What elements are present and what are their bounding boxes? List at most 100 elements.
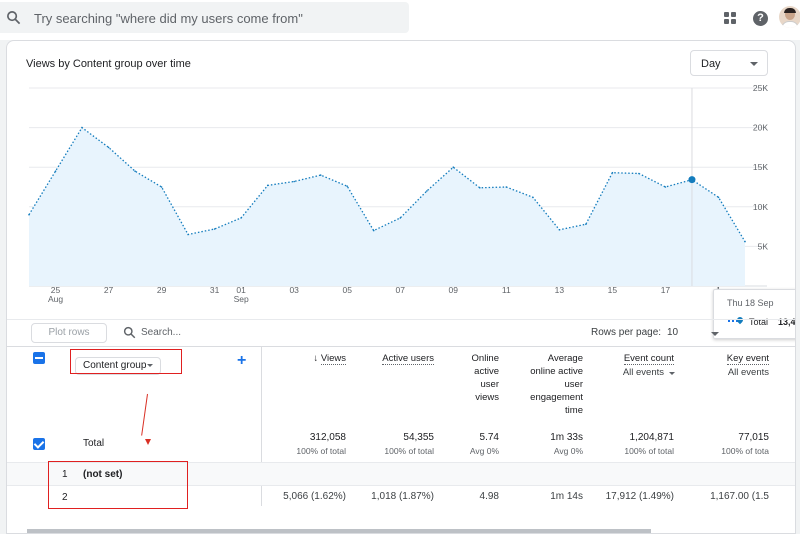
total-row-checkbox[interactable] <box>33 438 45 450</box>
time-granularity-select[interactable]: Day <box>690 50 768 76</box>
apps-grid-icon[interactable] <box>724 12 736 24</box>
column-header-text: time <box>565 405 583 416</box>
rows-per-page-select[interactable]: 10 <box>667 327 679 338</box>
dimension-label: Content group <box>83 360 147 371</box>
y-tick-label: 10K <box>753 202 768 212</box>
y-tick-label: 15K <box>753 162 768 172</box>
data-point <box>426 190 428 192</box>
data-point <box>372 229 375 232</box>
total-percent: Avg 0% <box>469 446 499 456</box>
x-tick-label: 09 <box>449 285 459 295</box>
x-tick-label: 07 <box>396 285 406 295</box>
chevron-down-icon <box>669 372 675 375</box>
highlight-box <box>48 461 188 509</box>
data-point <box>240 217 242 219</box>
tooltip-series: Total <box>749 317 769 327</box>
sort-down-icon: ↓ <box>313 353 321 364</box>
data-point <box>266 184 269 187</box>
column-header-text: Key event <box>726 353 769 365</box>
search-bar[interactable]: Try searching "where did my users come f… <box>0 2 409 33</box>
highlight-box <box>70 349 182 374</box>
horizontal-scrollbar[interactable] <box>27 529 651 533</box>
help-icon[interactable]: ? <box>753 11 768 26</box>
x-tick-label: 11 <box>502 285 511 295</box>
report-card: 25K 20K 15K 10K 5K 25 Aug 27 29 31 01 Sep 03 05 07 09 11… <box>6 40 796 534</box>
row-number: 2 <box>62 492 68 503</box>
y-tick-label: 20K <box>753 123 768 133</box>
row-number: 1 <box>62 469 68 480</box>
column-header-text: views <box>475 392 499 403</box>
data-point <box>399 217 402 219</box>
search-icon <box>7 11 21 25</box>
total-value: 312,058 <box>309 432 346 443</box>
annotation-arrowhead <box>145 439 151 445</box>
x-tick-label: 01 <box>236 285 246 295</box>
add-dimension-button[interactable]: + <box>237 352 247 369</box>
x-tick-label: 17 <box>661 285 671 295</box>
x-tick-label: 29 <box>157 285 167 295</box>
column-header-text: user <box>480 379 499 390</box>
top-bar: Try searching "where did my users come f… <box>0 0 800 40</box>
event-filter-select[interactable]: All events <box>727 367 769 378</box>
data-point <box>717 196 720 199</box>
data-point <box>664 186 667 188</box>
column-header-text: Active users <box>382 353 434 365</box>
data-point <box>611 171 614 174</box>
y-tick-label: 5K <box>758 241 769 251</box>
column-header[interactable]: Active users <box>354 352 434 365</box>
time-granularity-value: Day <box>701 58 721 70</box>
series-area <box>29 127 745 286</box>
x-tick-label: 15 <box>608 285 618 295</box>
data-point <box>558 229 561 231</box>
column-header-text: active <box>474 366 499 377</box>
total-value: 1,204,871 <box>629 432 675 443</box>
column-header-text: Views <box>320 353 346 365</box>
column-header[interactable]: Event count <box>594 352 674 365</box>
total-value: 54,355 <box>403 432 434 443</box>
tooltip-value: 13,427 <box>778 317 796 327</box>
data-point <box>81 126 83 129</box>
chevron-down-icon <box>750 62 758 66</box>
avatar[interactable] <box>779 6 800 28</box>
column-header[interactable]: Key event <box>689 352 769 365</box>
chevron-down-icon <box>711 332 719 336</box>
chart-tooltip: Thu 18 Sep Total 13,427 <box>713 289 796 339</box>
plot-rows-button[interactable]: Plot rows <box>31 323 107 343</box>
search-placeholder: Try searching "where did my users come f… <box>34 11 303 26</box>
data-point <box>293 180 296 183</box>
series-swatch-icon <box>728 320 742 324</box>
data-point <box>319 174 322 176</box>
total-label: Total <box>83 438 105 449</box>
table-cell: 1,018 (1.87%) <box>371 491 434 502</box>
x-tick-sublabel: Sep <box>234 294 249 304</box>
total-percent: 100% of total <box>296 446 346 456</box>
data-point <box>54 170 57 172</box>
total-percent: 100% of total <box>384 446 434 456</box>
data-point <box>107 146 110 149</box>
x-tick-label: 05 <box>342 285 352 295</box>
data-point <box>505 186 508 188</box>
dimension-select[interactable]: Content group <box>75 357 161 375</box>
table-cell: 1m 14s <box>550 491 583 502</box>
table-cell: 4.98 <box>479 491 499 502</box>
data-point <box>532 196 534 199</box>
total-percent: 100% of tota <box>721 446 769 456</box>
data-point <box>160 186 163 188</box>
total-percent: Avg 0% <box>553 446 583 456</box>
column-header[interactable]: Online active user views <box>439 352 499 404</box>
column-header[interactable]: ↓ Views <box>266 352 346 365</box>
select-all-checkbox[interactable] <box>33 352 45 364</box>
table-cell: 1,167.00 (1.5 <box>710 491 769 502</box>
x-tick-label: 03 <box>289 285 299 295</box>
chart-title: Views by Content group over time <box>26 58 191 70</box>
y-tick-label: 25K <box>753 83 768 93</box>
data-point <box>744 240 746 243</box>
table-row[interactable]: 1 (not set) <box>7 462 795 485</box>
table-search-input[interactable]: Search... <box>141 327 182 338</box>
table-cell: 5,066 (1.62%) <box>283 491 346 502</box>
table-row[interactable]: 2 <box>7 485 795 508</box>
x-tick-label: 25 <box>51 285 61 295</box>
total-value: 1m 33s <box>550 432 583 443</box>
event-filter-select[interactable]: All events <box>622 367 664 378</box>
column-header[interactable]: Average online active user engagement time <box>503 352 583 417</box>
